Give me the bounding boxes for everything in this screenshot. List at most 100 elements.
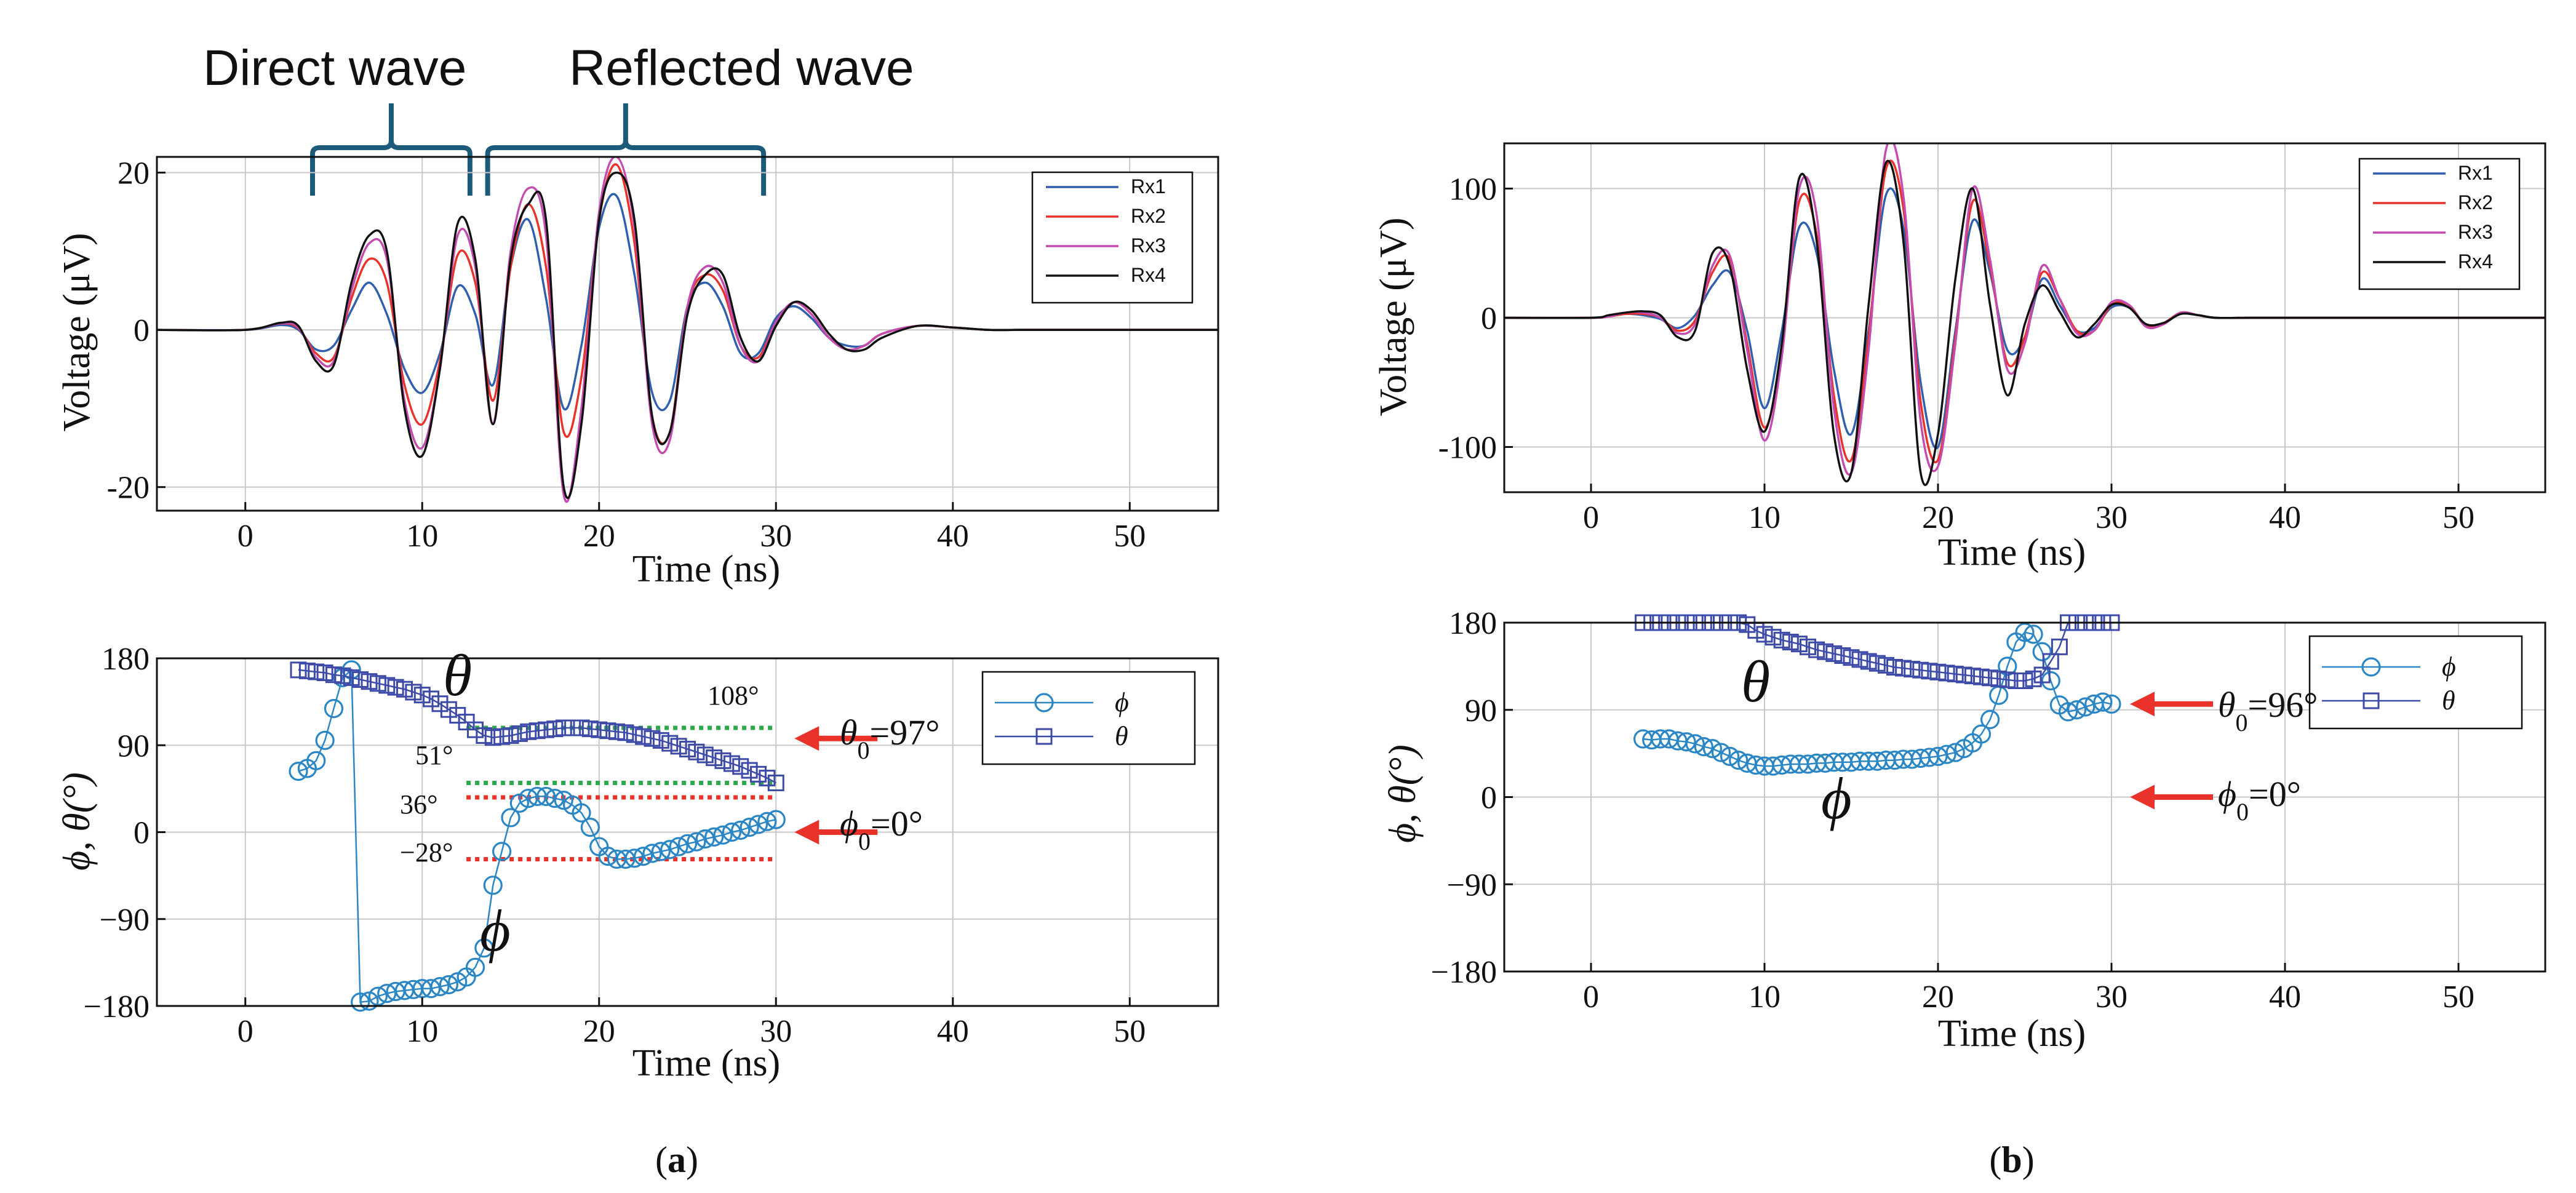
data-point-theta <box>2042 653 2059 670</box>
legend: ϕθ <box>981 671 1196 765</box>
data-point-theta <box>298 662 316 679</box>
label-minus28-deg: −28° <box>400 837 453 868</box>
data-point-phi <box>430 977 450 997</box>
data-point-phi <box>1945 743 1965 762</box>
y-tick-label: 90 <box>1465 693 1497 728</box>
y-tick-label: −180 <box>1431 955 1497 990</box>
data-point-theta <box>369 675 386 692</box>
data-point-theta <box>440 701 457 718</box>
data-point-theta <box>1765 629 1782 646</box>
x-tick-label: 50 <box>2442 500 2474 535</box>
label-108-deg: 108° <box>708 680 759 711</box>
data-point-theta <box>1800 638 1816 655</box>
data-point-theta <box>334 667 351 684</box>
data-point-phi <box>439 975 458 995</box>
data-point-theta <box>546 720 564 738</box>
data-point-theta <box>723 755 740 772</box>
data-point-theta <box>413 687 431 704</box>
data-point-theta <box>1868 655 1886 672</box>
y-tick-label: -100 <box>1438 431 1497 466</box>
y-tick-label: 90 <box>118 728 150 764</box>
data-point-theta <box>290 661 307 679</box>
data-point-phi <box>1980 709 2000 730</box>
data-point-theta <box>1929 663 1947 680</box>
panel-b-voltage-chart: 0 10 20 30 40 50 -100 0 100 Time (ns) Voltage (μ… <box>1373 142 2546 573</box>
data-point-phi <box>465 957 485 977</box>
data-point-theta <box>1999 671 2016 688</box>
data-point-theta <box>343 669 360 686</box>
x-tick-label: 40 <box>2269 500 2301 535</box>
y-tick-label: −180 <box>84 989 150 1024</box>
data-point-phi <box>660 840 680 860</box>
legend-entry: θ <box>1115 721 1128 751</box>
data-point-theta <box>732 758 749 775</box>
legend-marker <box>2363 692 2380 709</box>
x-axis-label: Time (ns) <box>1938 532 2086 573</box>
legend-box <box>2358 158 2521 290</box>
data-point-theta <box>1990 670 2008 687</box>
data-point-phi <box>624 848 644 868</box>
data-point-phi <box>448 972 468 992</box>
y-tick-label: 100 <box>1449 172 1497 207</box>
legend-entry: Rx4 <box>1131 264 1166 286</box>
phi-curve-label: ϕ <box>1821 765 1852 831</box>
legend-box <box>981 671 1196 765</box>
x-tick-label: 10 <box>406 1014 438 1049</box>
data-point-theta <box>1973 668 1990 685</box>
data-point-theta <box>555 719 572 736</box>
data-point-phi <box>695 829 715 849</box>
series-line-rx4 <box>1504 159 2545 486</box>
data-point-theta <box>706 749 723 767</box>
x-tick-label: 10 <box>1749 500 1780 535</box>
label-51-deg: 51° <box>415 740 453 770</box>
data-point-theta <box>431 695 449 712</box>
x-tick-label: 50 <box>1114 519 1146 554</box>
y-tick-label: −90 <box>100 903 150 938</box>
data-point-phi <box>2041 671 2060 691</box>
data-point-phi <box>474 938 494 958</box>
x-tick-label: 30 <box>760 519 792 554</box>
legend-entry: Rx1 <box>1131 175 1166 198</box>
x-tick-label: 30 <box>2095 980 2127 1015</box>
y-tick-label: 180 <box>1449 606 1497 641</box>
data-point-theta <box>1808 641 1825 658</box>
data-point-theta <box>423 690 440 708</box>
data-point-theta <box>564 719 581 736</box>
data-point-theta <box>599 722 616 740</box>
data-point-phi <box>492 842 512 861</box>
label-36-deg: 36° <box>400 789 438 820</box>
data-point-phi <box>704 827 724 847</box>
y-axis-label: Voltage (μV) <box>56 233 98 431</box>
data-point-phi <box>722 822 741 842</box>
data-point-theta <box>573 719 590 736</box>
data-point-theta <box>2051 638 2068 655</box>
phi0-annotation: ϕ0=0° <box>2218 774 2301 826</box>
theta-curve-label: θ <box>443 642 472 708</box>
x-tick-label: 50 <box>2442 980 2474 1015</box>
series-line-theta <box>298 669 776 784</box>
data-point-theta <box>617 724 634 741</box>
data-point-phi <box>421 979 441 999</box>
series-line-rx4 <box>157 171 1218 500</box>
data-point-theta <box>1790 636 1808 653</box>
y-axis-label: ϕ, θ(°) <box>56 772 98 871</box>
x-tick-label: 0 <box>1583 500 1599 535</box>
wave-braces <box>310 103 767 196</box>
data-point-theta <box>670 738 687 755</box>
arrow-head <box>794 726 819 751</box>
data-point-theta <box>1817 643 1834 660</box>
legend: ϕθ <box>2308 635 2523 730</box>
data-point-phi <box>2058 702 2078 722</box>
x-tick-label: 20 <box>583 519 615 554</box>
y-tick-label: −90 <box>1447 868 1497 903</box>
annotations: θ ϕ 108° 51° 36° −28° θ0=97° ϕ0=0° <box>400 642 939 964</box>
data-point-theta <box>635 728 652 745</box>
x-tick-label: 40 <box>2269 980 2301 1015</box>
data-point-phi <box>324 699 344 719</box>
legend-box <box>1031 171 1194 304</box>
x-axis-label: Time (ns) <box>632 548 781 590</box>
data-point-theta <box>688 743 705 760</box>
data-point-phi <box>766 810 786 829</box>
data-point-phi <box>580 818 600 837</box>
data-point-phi <box>572 803 591 823</box>
